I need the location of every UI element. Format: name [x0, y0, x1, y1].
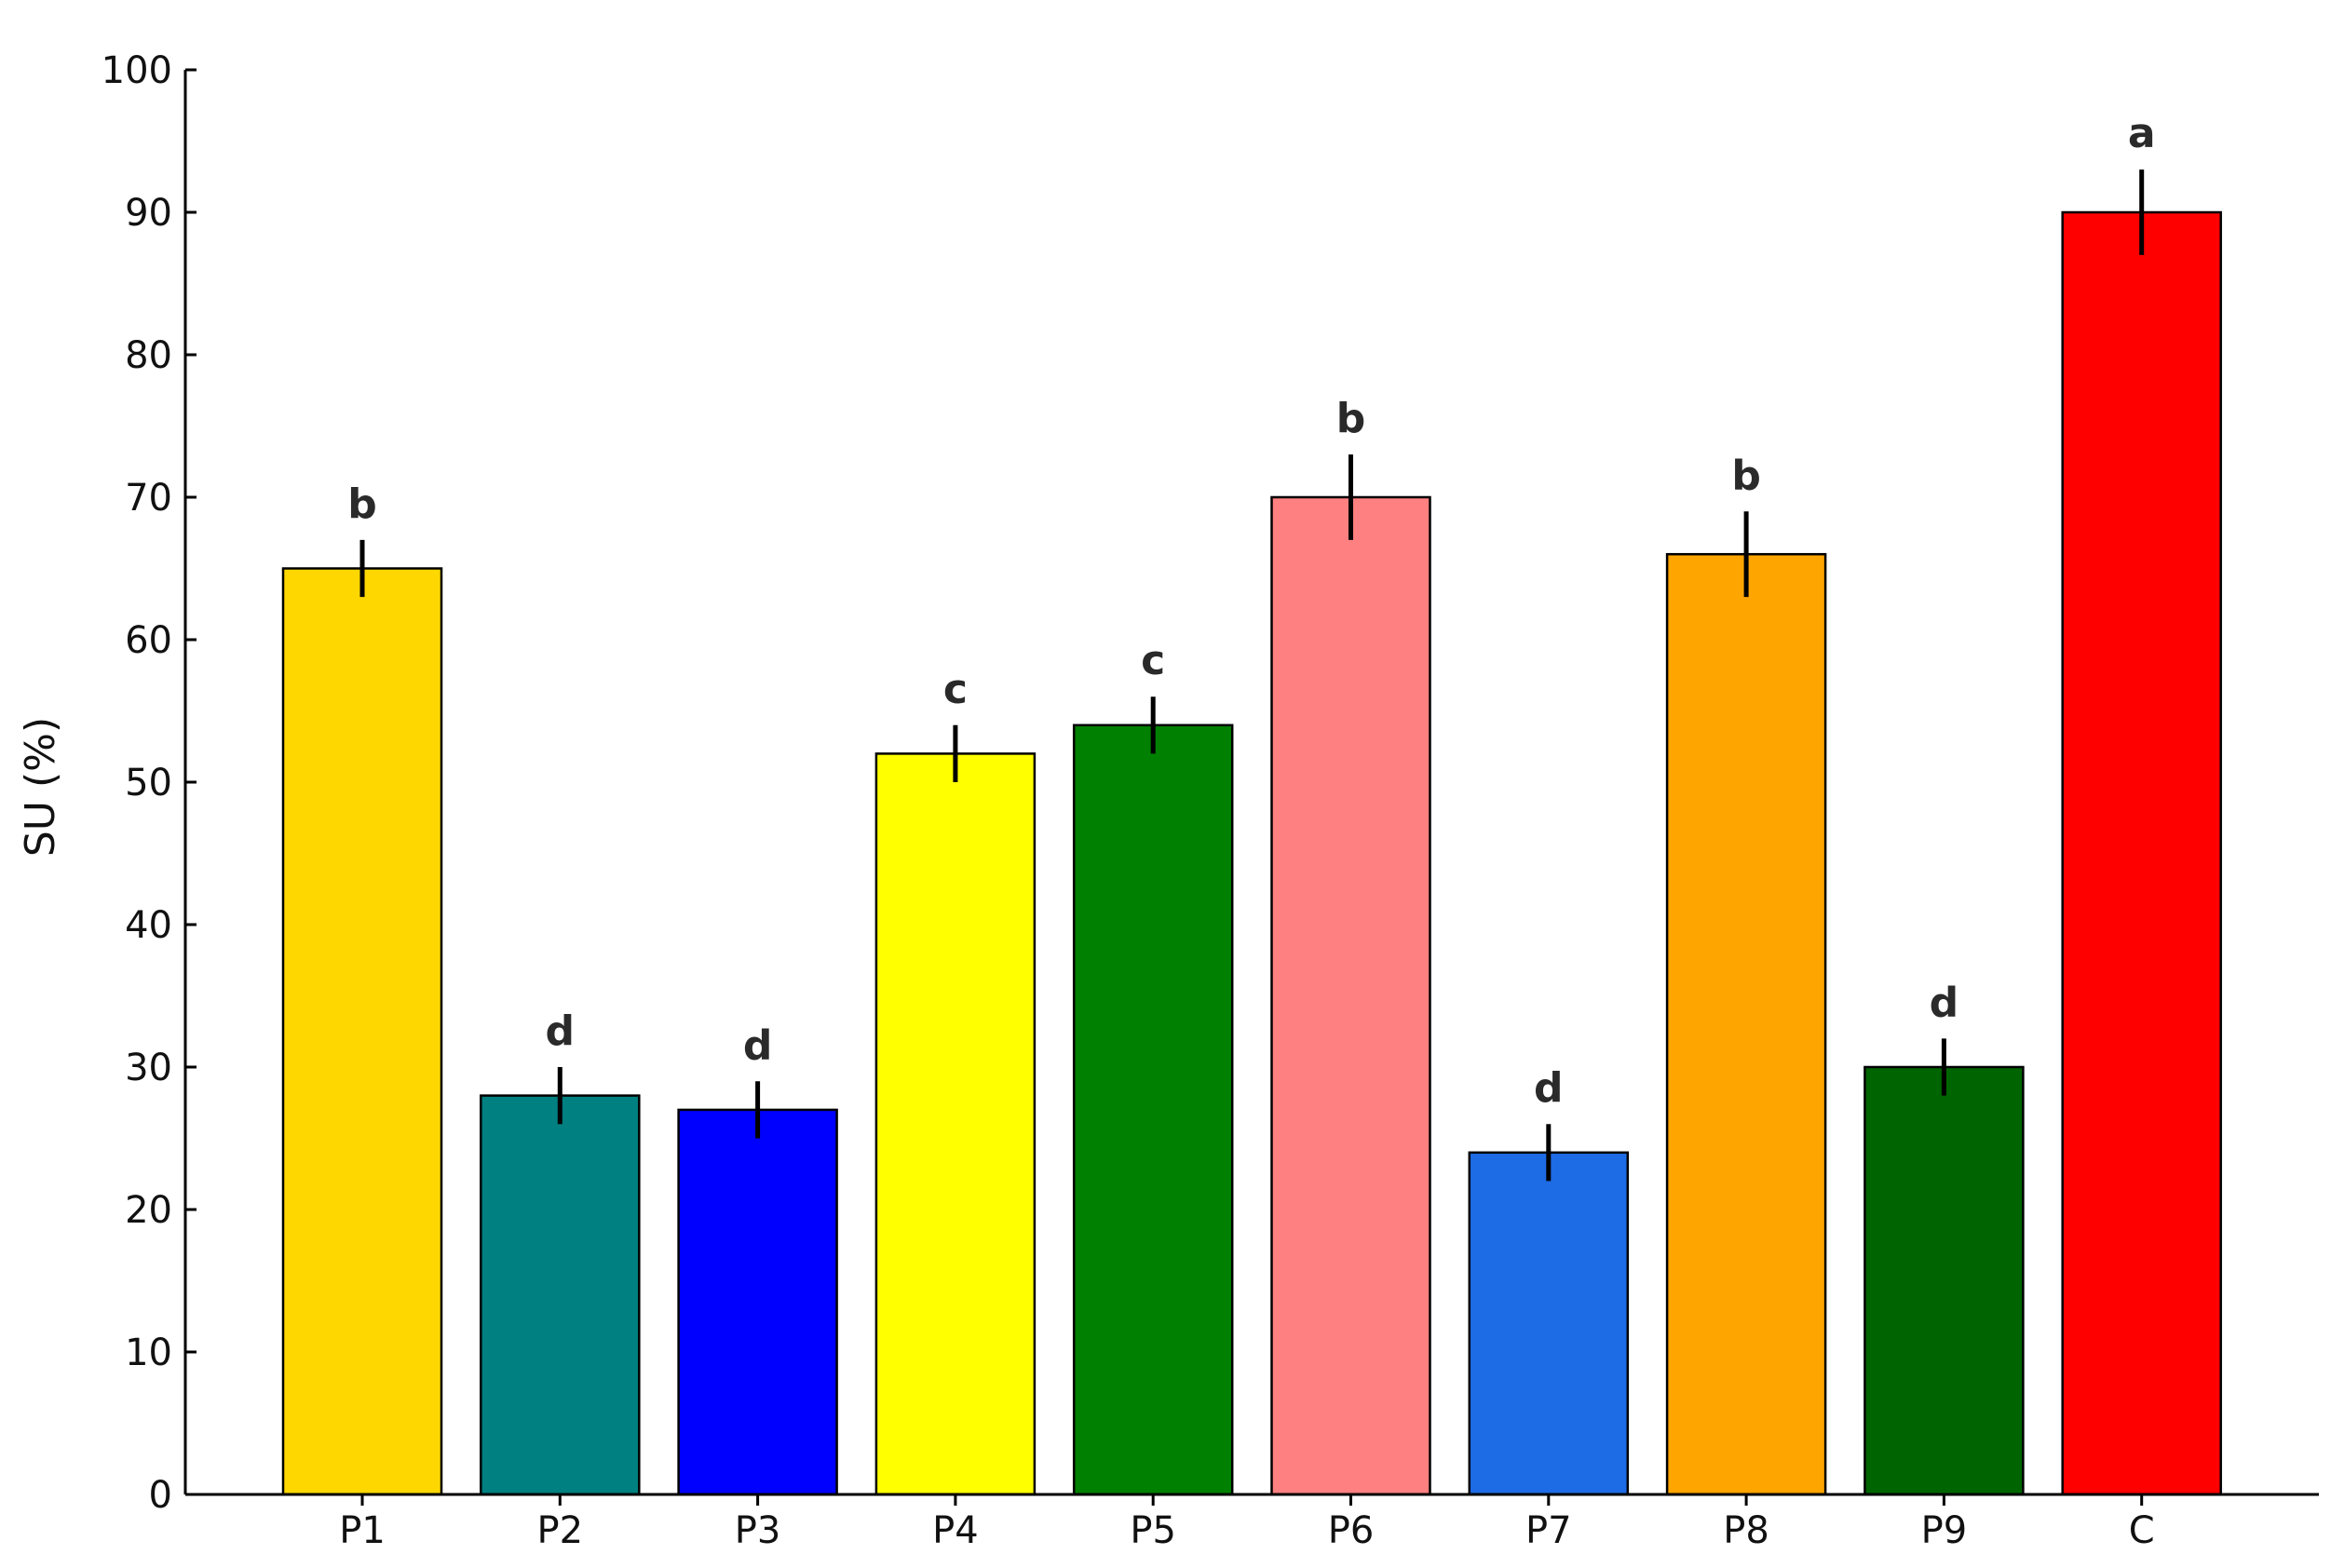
y-tick-label: 50	[125, 762, 172, 804]
bar-p7	[1468, 1151, 1630, 1496]
x-tick-label-p5: P5	[1130, 1509, 1176, 1552]
significance-letter-p3: d	[743, 1021, 773, 1069]
error-bars-layer	[359, 169, 2145, 1182]
significance-letter-p9: d	[1930, 979, 1959, 1026]
x-ticks: P1 P2 P3 P4 P5 P6 P7 P8 P9 C	[339, 1494, 2155, 1552]
x-tick-label-p8: P8	[1723, 1509, 1769, 1552]
x-tick-label-p3: P3	[735, 1509, 781, 1552]
bar-p6	[1270, 495, 1431, 1496]
x-tick-label-p2: P2	[537, 1509, 584, 1552]
x-tick-label-p4: P4	[932, 1509, 979, 1552]
x-tick-label-p9: P9	[1921, 1509, 1968, 1552]
x-tick-label-c: C	[2129, 1509, 2155, 1552]
y-axis-label: SU (%)	[17, 717, 64, 857]
bar-p5	[1072, 723, 1234, 1496]
significance-letter-c: a	[2128, 110, 2156, 157]
y-tick-label: 0	[149, 1474, 172, 1517]
bar-p8	[1665, 552, 1827, 1496]
y-tick-label: 40	[125, 904, 172, 947]
significance-letter-p6: b	[1336, 395, 1366, 442]
bar-p1	[281, 567, 443, 1496]
bars-layer	[281, 210, 2222, 1496]
significance-letter-p1: b	[347, 480, 377, 528]
y-tick-label: 70	[125, 477, 172, 520]
bar-p9	[1863, 1065, 2025, 1496]
bar-c	[2061, 210, 2222, 1496]
y-tick-label: 80	[125, 334, 172, 377]
significance-letter-p4: c	[943, 666, 968, 713]
significance-letter-p7: d	[1534, 1064, 1564, 1112]
y-tick-label: 10	[125, 1331, 172, 1374]
significance-letters-layer: b d d c c b d b d a	[347, 110, 2155, 1112]
x-tick-label-p1: P1	[339, 1509, 386, 1552]
y-tick-label: 20	[125, 1189, 172, 1232]
y-tick-label: 60	[125, 619, 172, 662]
y-tick-label: 100	[102, 49, 172, 92]
bar-p2	[480, 1094, 641, 1496]
significance-letter-p2: d	[546, 1007, 576, 1055]
y-tick-label: 90	[125, 192, 172, 235]
significance-letter-p8: b	[1731, 452, 1761, 499]
bar-p4	[874, 752, 1037, 1496]
x-tick-label-p7: P7	[1525, 1509, 1572, 1552]
y-tick-label: 30	[125, 1047, 172, 1089]
significance-letter-p5: c	[1141, 637, 1165, 684]
x-tick-label-p6: P6	[1328, 1509, 1375, 1552]
y-ticks: 0 10 20 30 40 50 60 70 80 90 100	[102, 49, 197, 1517]
bar-p3	[677, 1108, 838, 1496]
